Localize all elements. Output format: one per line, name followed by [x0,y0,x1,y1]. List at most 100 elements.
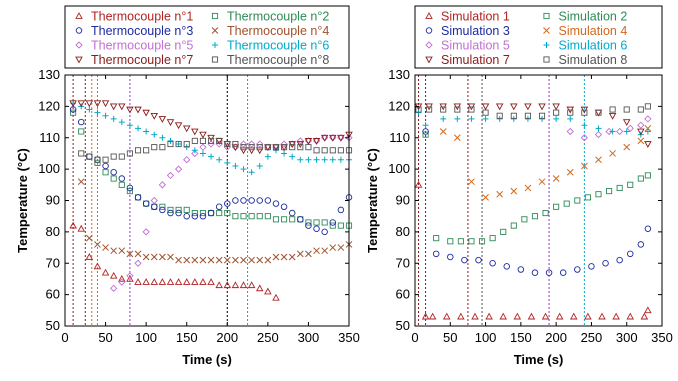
data-point [102,156,109,163]
legend-label: Thermocouple n°4 [227,24,329,38]
data-point [622,119,631,126]
data-point [102,162,109,170]
series-2 [422,131,651,245]
data-point [454,115,461,122]
data-point [644,128,651,135]
legend-box [64,5,350,69]
data-point [150,196,158,205]
data-point [281,150,288,157]
data-point [255,284,264,292]
data-point [644,141,652,148]
data-point [223,256,231,264]
y-axis-label: Temperature (°C) [15,148,30,253]
series-7 [69,100,353,155]
data-point [288,253,296,261]
data-point [595,191,602,198]
data-point [240,213,247,220]
data-point [289,144,296,151]
data-point [321,156,328,163]
data-point [468,106,475,113]
data-point [605,127,613,136]
data-point [118,175,126,182]
data-point [637,241,645,248]
data-point [175,140,182,148]
y-tick-label: 90 [46,193,60,208]
data-point [594,130,603,139]
data-point [313,247,320,255]
data-point [183,206,190,213]
data-point [134,194,142,201]
data-point [134,147,142,154]
y-tick-label: 130 [388,67,410,82]
data-point [199,278,207,285]
data-point [272,293,280,301]
data-point [414,180,423,188]
data-point [175,256,182,264]
data-point [239,147,248,155]
data-point [527,312,536,320]
data-point [224,140,231,148]
legend-label: Thermocouple n°6 [227,39,329,53]
data-point [510,187,518,195]
data-point [337,244,345,251]
data-point [175,141,182,148]
data-point [183,212,190,220]
data-point [337,206,345,214]
data-point [183,144,190,151]
data-point [110,247,118,255]
data-point [248,197,255,204]
legend-label: Simulation 2 [559,10,628,24]
data-point [305,219,312,226]
data-point [94,241,101,248]
data-point [134,259,142,267]
data-point [77,178,85,186]
data-point [208,153,215,160]
data-point [207,278,215,285]
data-point [174,278,183,285]
data-point [183,140,190,148]
y-tick-label: 70 [46,255,60,270]
data-point [481,103,490,111]
data-point [78,150,85,157]
data-point [239,140,248,148]
data-point [545,269,553,276]
data-point [142,253,150,261]
data-point [496,112,503,119]
data-point [215,281,223,289]
x-axis-label: Time (s) [514,352,564,367]
data-point [150,112,159,120]
data-point [482,194,489,201]
data-point [93,262,102,270]
series-8 [78,137,353,163]
data-point [499,312,507,320]
y-tick-label: 110 [389,130,410,145]
data-point [584,312,592,320]
data-point [264,213,271,220]
data-point [166,171,175,180]
data-point [232,162,239,169]
data-point [606,188,613,195]
data-point [255,147,264,155]
data-point [126,184,134,192]
data-point [297,144,304,151]
data-point [182,278,191,285]
data-point [182,125,191,133]
data-point [102,112,109,119]
data-point [85,100,94,108]
data-point [609,106,616,113]
data-point [296,137,304,145]
data-point [559,269,567,276]
data-point [239,281,248,289]
data-point [510,115,517,122]
data-point [329,222,336,229]
data-point [240,144,247,151]
data-point [644,225,652,232]
series-4 [439,124,652,201]
data-point [231,281,240,289]
data-point [264,256,272,264]
data-point [248,213,255,220]
data-point [191,212,199,220]
y-tick-label: 110 [39,130,60,145]
data-point [94,109,101,116]
